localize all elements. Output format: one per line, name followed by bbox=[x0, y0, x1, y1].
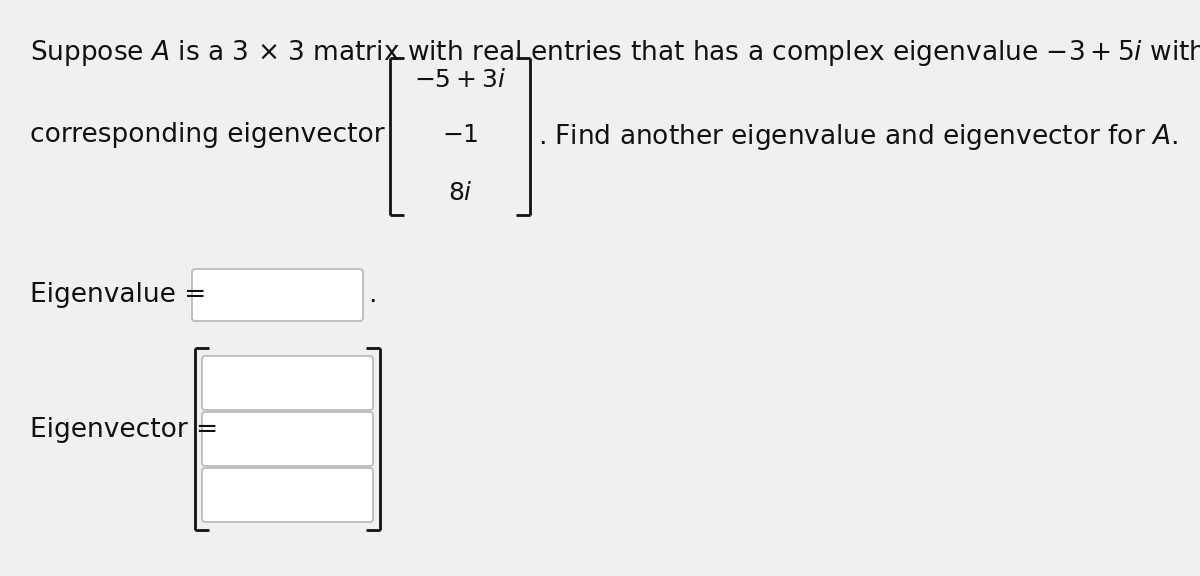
FancyBboxPatch shape bbox=[192, 269, 364, 321]
Text: $8i$: $8i$ bbox=[448, 181, 473, 205]
Text: $-1$: $-1$ bbox=[442, 123, 479, 147]
FancyBboxPatch shape bbox=[202, 356, 373, 410]
Text: . Find another eigenvalue and eigenvector for $\mathit{A}$.: . Find another eigenvalue and eigenvecto… bbox=[538, 122, 1178, 151]
Text: .: . bbox=[368, 282, 377, 308]
Text: corresponding eigenvector: corresponding eigenvector bbox=[30, 122, 385, 148]
Text: Suppose $\mathit{A}$ is a 3 $\times$ 3 matrix with real entries that has a compl: Suppose $\mathit{A}$ is a 3 $\times$ 3 m… bbox=[30, 38, 1200, 68]
FancyBboxPatch shape bbox=[202, 412, 373, 466]
Text: Eigenvalue =: Eigenvalue = bbox=[30, 282, 215, 308]
Text: Eigenvector =: Eigenvector = bbox=[30, 417, 227, 443]
Text: $-5+3i$: $-5+3i$ bbox=[414, 68, 506, 92]
FancyBboxPatch shape bbox=[202, 468, 373, 522]
